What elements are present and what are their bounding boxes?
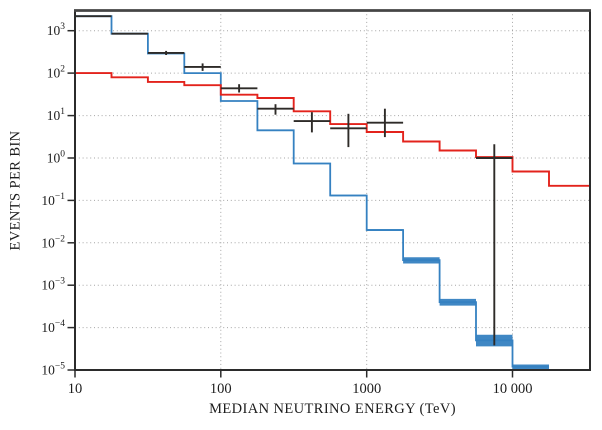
- y-tick-label: 10−5: [41, 362, 65, 378]
- y-axis-title: EVENTS PER BIN: [7, 130, 24, 251]
- gridlines: [75, 10, 590, 370]
- x-tick-label: 1000: [352, 381, 381, 397]
- y-tick-label: 101: [47, 107, 66, 123]
- y-tick-label: 103: [47, 22, 66, 38]
- y-tick-label: 102: [47, 65, 66, 81]
- x-tick-label: 100: [210, 381, 232, 397]
- astrophysical-series-line: [75, 72, 590, 187]
- x-tick-label: 10: [68, 381, 83, 397]
- x-tick-label: 10 000: [493, 381, 533, 397]
- y-tick-label: 10−2: [41, 234, 65, 250]
- atmospheric-band: [75, 15, 549, 370]
- x-axis-title: MEDIAN NEUTRINO ENERGY (TeV): [209, 401, 456, 417]
- y-tick-label: 10−4: [41, 319, 65, 335]
- observed-data-points: [75, 15, 513, 346]
- y-tick-label: 100: [47, 150, 66, 166]
- y-tick-label: 10−3: [41, 277, 65, 293]
- axis-ticks: [67, 29, 514, 378]
- y-tick-label: 10−1: [41, 192, 65, 208]
- atmospheric-series-line: [75, 15, 549, 368]
